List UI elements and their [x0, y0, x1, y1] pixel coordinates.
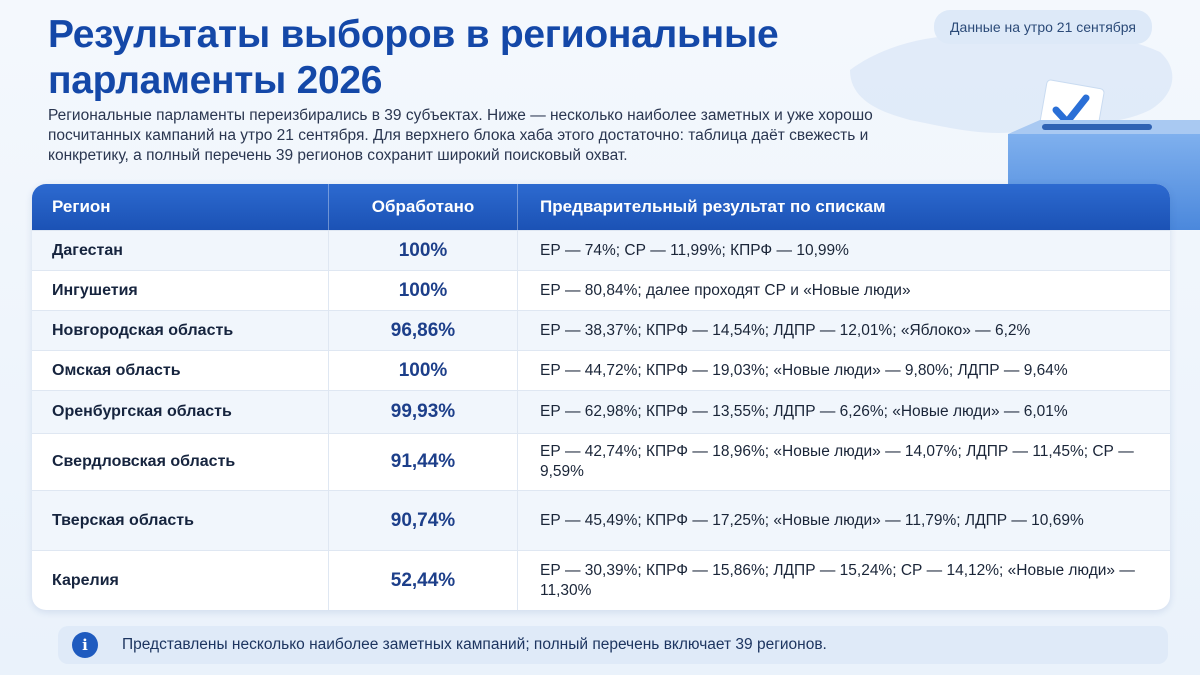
info-note: i Представлены несколько наиболее заметн…: [58, 626, 1168, 664]
region-cell: Дагестан: [32, 231, 329, 270]
table-header: Регион Обработано Предварительный резуль…: [32, 184, 1170, 230]
result-cell: ЕР — 44,72%; КПРФ — 19,03%; «Новые люди»…: [540, 361, 1068, 379]
result-cell: ЕР — 30,39%; КПРФ — 15,86%; ЛДПР — 15,24…: [540, 561, 1135, 599]
region-cell: Омская область: [32, 351, 329, 390]
table-body: Дагестан 100% ЕР — 74%; СР — 11,99%; КПР…: [32, 230, 1170, 610]
region-cell: Оренбургская область: [32, 391, 329, 433]
processed-cell: 100%: [329, 351, 518, 390]
processed-cell: 90,74%: [329, 491, 518, 550]
processed-cell: 100%: [329, 271, 518, 310]
date-badge: Данные на утро 21 сентября: [934, 10, 1152, 44]
page-title: Результаты выборов в региональные парлам…: [48, 13, 779, 102]
result-cell: ЕР — 74%; СР — 11,99%; КПРФ — 10,99%: [540, 241, 849, 259]
processed-cell: 52,44%: [329, 551, 518, 610]
result-cell: ЕР — 45,49%; КПРФ — 17,25%; «Новые люди»…: [540, 511, 1084, 529]
table-row: Ингушетия 100% ЕР — 80,84%; далее проход…: [32, 270, 1170, 310]
region-cell: Свердловская область: [32, 434, 329, 490]
table-row: Карелия 52,44% ЕР — 30,39%; КПРФ — 15,86…: [32, 550, 1170, 610]
results-table: Регион Обработано Предварительный резуль…: [32, 184, 1170, 610]
header-result: Предварительный результат по спискам: [540, 197, 886, 216]
header-processed: Обработано: [329, 184, 518, 230]
table-row: Новгородская область 96,86% ЕР — 38,37%;…: [32, 310, 1170, 350]
intro-paragraph: Региональные парламенты переизбирались в…: [48, 107, 873, 164]
table-row: Оренбургская область 99,93% ЕР — 62,98%;…: [32, 390, 1170, 433]
note-text: Представлены несколько наиболее заметных…: [122, 636, 827, 653]
processed-cell: 96,86%: [329, 311, 518, 350]
processed-cell: 91,44%: [329, 434, 518, 490]
region-cell: Карелия: [32, 551, 329, 610]
result-cell: ЕР — 42,74%; КПРФ — 18,96%; «Новые люди»…: [540, 443, 1134, 480]
table-row: Омская область 100% ЕР — 44,72%; КПРФ — …: [32, 350, 1170, 390]
table-row: Тверская область 90,74% ЕР — 45,49%; КПР…: [32, 490, 1170, 550]
result-cell: ЕР — 80,84%; далее проходят СР и «Новые …: [540, 281, 911, 299]
result-cell: ЕР — 62,98%; КПРФ — 13,55%; ЛДПР — 6,26%…: [540, 403, 1068, 420]
header-region: Регион: [32, 184, 329, 230]
region-cell: Ингушетия: [32, 271, 329, 310]
table-row: Свердловская область 91,44% ЕР — 42,74%;…: [32, 433, 1170, 490]
processed-cell: 100%: [329, 231, 518, 270]
info-icon: i: [72, 632, 98, 658]
processed-cell: 99,93%: [329, 391, 518, 433]
result-cell: ЕР — 38,37%; КПРФ — 14,54%; ЛДПР — 12,01…: [540, 321, 1031, 339]
region-cell: Новгородская область: [32, 311, 329, 350]
region-cell: Тверская область: [32, 491, 329, 550]
table-row: Дагестан 100% ЕР — 74%; СР — 11,99%; КПР…: [32, 230, 1170, 270]
